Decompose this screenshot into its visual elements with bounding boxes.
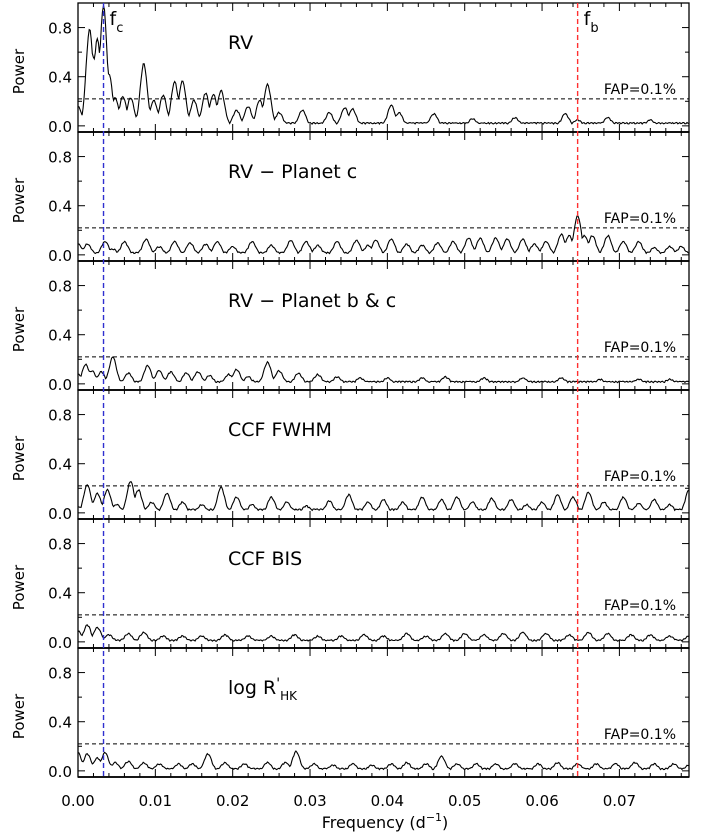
marker-subscript-fc: c bbox=[116, 21, 123, 36]
panel-title: RV − Planet b & c bbox=[228, 290, 396, 312]
panel-title: RV − Planet c bbox=[228, 161, 357, 183]
x-axis-label: Frequency (d−1) bbox=[322, 811, 449, 832]
y-tick-label: 0.0 bbox=[48, 505, 72, 523]
panel-6: 0.0 0.4 0.8 Power FAP=0.1% log R'HK bbox=[10, 647, 690, 781]
x-tick-label: 0.07 bbox=[603, 792, 636, 810]
y-tick-label: 0.8 bbox=[48, 665, 72, 683]
y-tick-label: 0.8 bbox=[48, 407, 72, 425]
fap-label: FAP=0.1% bbox=[604, 340, 676, 356]
y-tick-label: 0.0 bbox=[48, 763, 72, 781]
panel-4: 0.0 0.4 0.8 Power FAP=0.1% CCF FWHM bbox=[10, 389, 690, 523]
power-series bbox=[77, 356, 690, 384]
y-axis-label: Power bbox=[10, 693, 28, 739]
power-series bbox=[77, 750, 690, 771]
y-tick-label: 0.4 bbox=[48, 585, 72, 603]
panel-5: 0.0 0.4 0.8 Power FAP=0.1% CCF BIS bbox=[10, 518, 690, 652]
x-tick-label: 0.04 bbox=[371, 792, 404, 810]
y-tick-label: 0.0 bbox=[48, 247, 72, 265]
x-axis: 0.00 0.01 0.02 0.03 0.04 0.05 0.06 0.07 bbox=[61, 792, 636, 810]
y-tick-label: 0.4 bbox=[48, 69, 72, 87]
y-tick-label: 0.8 bbox=[48, 149, 72, 167]
y-axis-label: Power bbox=[10, 564, 28, 610]
y-tick-label: 0.4 bbox=[48, 714, 72, 732]
fap-label: FAP=0.1% bbox=[604, 727, 676, 743]
panel-title: RV bbox=[228, 32, 253, 54]
panel-title-prime: ' bbox=[276, 676, 280, 692]
x-tick-label: 0.03 bbox=[293, 792, 326, 810]
panels-group: 0.0 0.4 0.8 Power FAP=0.1% RV 0.0 0.4 0.8 Power FA… bbox=[10, 2, 690, 781]
fap-label: FAP=0.1% bbox=[604, 598, 676, 614]
fap-label: FAP=0.1% bbox=[604, 469, 676, 485]
power-series bbox=[77, 624, 690, 643]
marker-label-fc: fc bbox=[110, 8, 124, 36]
y-axis-label: Power bbox=[10, 48, 28, 94]
y-tick-label: 0.0 bbox=[48, 634, 72, 652]
power-series bbox=[77, 480, 690, 512]
frequency-markers: fc fb bbox=[102, 3, 599, 777]
panel-frame bbox=[77, 518, 690, 649]
panel-frame bbox=[77, 647, 690, 778]
fap-label: FAP=0.1% bbox=[604, 211, 676, 227]
y-tick-label: 0.8 bbox=[48, 278, 72, 296]
x-tick-label: 0.06 bbox=[525, 792, 558, 810]
y-tick-label: 0.4 bbox=[48, 198, 72, 216]
panel-title: CCF FWHM bbox=[228, 419, 332, 441]
y-tick-label: 0.4 bbox=[48, 327, 72, 345]
marker-label-fb: fb bbox=[584, 8, 599, 36]
x-axis-label-close: ) bbox=[442, 813, 448, 832]
y-axis-label: Power bbox=[10, 435, 28, 481]
panel-title-subscript: HK bbox=[280, 689, 298, 703]
fap-label: FAP=0.1% bbox=[604, 82, 676, 98]
panel-frame bbox=[77, 260, 690, 391]
panel-2: 0.0 0.4 0.8 Power FAP=0.1% RV − Planet c bbox=[10, 131, 690, 265]
y-tick-label: 0.8 bbox=[48, 20, 72, 38]
marker-subscript-fb: b bbox=[590, 21, 598, 36]
panel-title: CCF BIS bbox=[228, 548, 302, 570]
x-axis-label-exponent: −1 bbox=[426, 811, 442, 824]
x-tick-label: 0.00 bbox=[61, 792, 94, 810]
y-axis-label: Power bbox=[10, 306, 28, 352]
y-axis-label: Power bbox=[10, 177, 28, 223]
y-tick-label: 0.8 bbox=[48, 536, 72, 554]
panel-frame bbox=[77, 131, 690, 262]
x-tick-label: 0.05 bbox=[448, 792, 481, 810]
power-series bbox=[77, 5, 689, 125]
y-tick-label: 0.4 bbox=[48, 456, 72, 474]
x-axis-label-main: Frequency (d bbox=[322, 813, 426, 832]
panel-title: log R'HK bbox=[228, 676, 298, 703]
power-series bbox=[77, 215, 690, 255]
y-tick-label: 0.0 bbox=[48, 376, 72, 394]
panel-3: 0.0 0.4 0.8 Power FAP=0.1% RV − Planet b & c bbox=[10, 260, 690, 394]
x-tick-label: 0.02 bbox=[216, 792, 249, 810]
y-tick-label: 0.0 bbox=[48, 118, 72, 136]
x-tick-label: 0.01 bbox=[139, 792, 172, 810]
